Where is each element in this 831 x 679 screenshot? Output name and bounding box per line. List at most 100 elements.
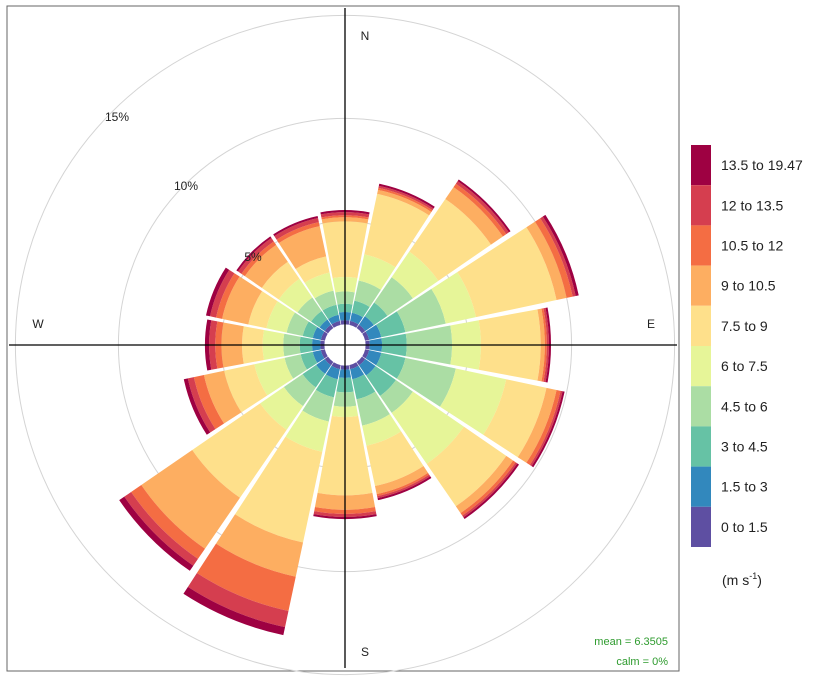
- petal-315-bin-5: [261, 261, 300, 300]
- petal-337.5-bin-3: [314, 290, 337, 311]
- ring-label-5: 5%: [244, 250, 262, 264]
- petal-337.5-bin-7: [276, 222, 320, 244]
- calm-label: calm = 0%: [616, 656, 668, 668]
- petal-202.5-bin-7: [196, 543, 296, 611]
- petal-45-bin-7: [453, 183, 507, 237]
- petal-112.5-bin-3: [396, 357, 456, 407]
- petal-247.5-bin-7: [193, 374, 225, 430]
- legend-swatch-9: [691, 145, 711, 186]
- north-label: N: [361, 29, 370, 43]
- petal-90-bin-8: [543, 307, 549, 383]
- petal-22.5-bin-2: [351, 300, 370, 318]
- ring-label-15: 15%: [105, 110, 129, 124]
- petal-247.5-bin-5: [224, 364, 268, 413]
- petal-67.5-bin-1: [365, 324, 382, 340]
- legend-unit: (m s-1): [722, 571, 762, 588]
- petal-157.5-bin-0: [349, 362, 359, 370]
- petal-202.5-bin-8: [187, 573, 289, 628]
- petal-135: [356, 356, 520, 520]
- petal-112.5-bin-0: [362, 349, 370, 359]
- petal-292.5-bin-8: [210, 269, 235, 318]
- petal-112.5-bin-6: [517, 387, 557, 463]
- petal-202.5-bin-6: [215, 514, 304, 577]
- petal-45-bin-6: [445, 187, 503, 245]
- petal-45-bin-4: [391, 251, 439, 299]
- petal-202.5-bin-3: [302, 389, 334, 422]
- petal-292.5-bin-6: [222, 276, 263, 325]
- legend-swatch-5: [691, 305, 711, 346]
- petal-45-bin-2: [364, 302, 388, 326]
- petal-225-bin-4: [260, 387, 303, 430]
- legend-swatch-0: [691, 506, 711, 547]
- petal-90-bin-7: [541, 308, 547, 382]
- petal-315-bin-3: [297, 297, 322, 322]
- plot-panel: [6, 5, 680, 672]
- petal-135-bin-6: [455, 455, 514, 514]
- petal-22.5-bin-9: [378, 183, 435, 209]
- petal-225: [119, 356, 334, 571]
- petal-247.5: [183, 349, 328, 435]
- petal-0-bin-7: [321, 215, 369, 220]
- petal-112.5: [362, 349, 565, 468]
- petal-22.5-bin-5: [364, 193, 430, 268]
- petal-157.5-bin-8: [377, 474, 431, 499]
- petal-112.5-bin-9: [531, 391, 565, 468]
- petal-225-bin-8: [124, 492, 198, 566]
- petal-225-bin-3: [283, 374, 316, 407]
- petal-22.5-bin-1: [350, 312, 363, 325]
- petal-45-bin-5: [409, 199, 491, 281]
- petal-315-bin-7: [241, 241, 277, 277]
- petal-22.5-bin-6: [377, 189, 432, 216]
- petal-45-bin-0: [356, 324, 366, 334]
- petal-157.5-bin-3: [356, 391, 390, 426]
- legend-label-8: 12 to 13.5: [721, 197, 783, 213]
- legend-label-7: 10.5 to 12: [721, 238, 783, 254]
- speed-legend: 13.5 to 19.47 12 to 13.5 10.5 to 12 9 to 10…: [691, 145, 803, 547]
- petal-315-bin-6: [244, 244, 288, 288]
- petal-292.5-bin-4: [266, 301, 295, 333]
- petal-202.5: [183, 362, 341, 636]
- legend-label-1: 1.5 to 3: [721, 479, 768, 495]
- legend-swatch-8: [691, 185, 711, 226]
- petal-67.5-bin-6: [526, 221, 567, 301]
- petal-157.5-bin-1: [350, 365, 365, 380]
- petal-157.5: [349, 362, 432, 501]
- petal-112.5-bin-4: [440, 368, 507, 435]
- petal-292.5-bin-7: [216, 273, 240, 319]
- petal-22.5: [349, 183, 435, 328]
- petal-202.5-bin-9: [183, 586, 286, 636]
- petal-337.5-bin-2: [322, 304, 339, 320]
- petal-45-bin-8: [455, 181, 509, 235]
- petal-112.5-bin-8: [529, 390, 563, 467]
- petal-22.5-bin-0: [349, 320, 359, 328]
- petal-337.5-bin-1: [328, 314, 340, 325]
- petal-22.5-bin-4: [358, 254, 396, 290]
- petal-315-bin-2: [311, 311, 328, 328]
- petal-0-bin-9: [320, 210, 370, 215]
- petal-315-bin-9: [236, 236, 272, 272]
- petal-247.5-bin-8: [187, 377, 216, 433]
- petal-202.5-bin-0: [331, 362, 341, 370]
- petal-337.5-bin-8: [274, 218, 319, 240]
- petal-315-bin-0: [324, 324, 334, 334]
- petal-225-bin-9: [119, 496, 194, 571]
- petal-157.5-bin-6: [374, 465, 429, 495]
- petal-135-bin-2: [366, 366, 396, 396]
- petal-315-bin-8: [238, 238, 274, 274]
- petal-67.5-bin-0: [362, 331, 370, 341]
- petal-337.5-bin-4: [304, 272, 334, 299]
- south-label: S: [361, 645, 369, 659]
- petal-202.5-bin-4: [285, 410, 329, 452]
- petal-180-bin-9: [313, 514, 377, 520]
- petal-337.5-bin-5: [295, 256, 330, 283]
- petal-67.5-bin-9: [542, 214, 579, 296]
- petal-157.5-bin-7: [376, 472, 430, 497]
- petal-225-bin-1: [316, 359, 331, 374]
- petal-225-bin-7: [131, 485, 205, 559]
- petal-247.5-bin-1: [312, 350, 325, 363]
- petal-202.5-bin-2: [315, 374, 338, 398]
- petal-157.5-bin-9: [377, 476, 432, 501]
- petal-67.5-bin-7: [535, 218, 573, 298]
- petal-337.5: [273, 216, 341, 328]
